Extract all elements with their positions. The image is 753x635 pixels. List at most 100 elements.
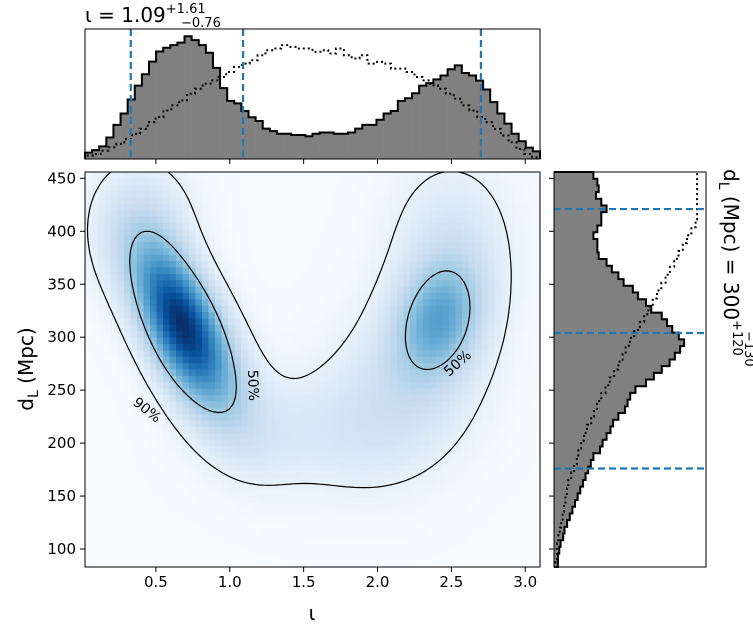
heatmap-cell <box>286 547 294 555</box>
heatmap-cell <box>273 184 281 192</box>
heatmap-cell <box>299 273 307 281</box>
heatmap-cell <box>124 503 132 511</box>
heatmap-cell <box>202 273 210 281</box>
heatmap-cell <box>358 490 366 498</box>
heatmap-cell <box>488 522 496 530</box>
heatmap-cell <box>514 273 522 281</box>
heatmap-cell <box>507 401 515 409</box>
heatmap-cell <box>449 401 457 409</box>
heatmap-cell <box>130 344 138 351</box>
heatmap-cell <box>234 248 242 256</box>
heatmap-cell <box>494 369 502 377</box>
heatmap-cell <box>312 535 320 543</box>
heatmap-cell <box>527 344 535 351</box>
heatmap-cell <box>416 445 424 453</box>
dl-hist-bar <box>554 299 646 307</box>
heatmap-cell <box>442 471 450 479</box>
heatmap-cell <box>260 420 268 428</box>
heatmap-cell <box>267 248 275 256</box>
iota-hist-bar <box>234 103 242 159</box>
iota-hist-bar <box>433 79 441 159</box>
heatmap-cell <box>371 216 379 224</box>
heatmap-cell <box>527 172 535 179</box>
heatmap-cell <box>338 210 346 218</box>
heatmap-cell <box>332 490 340 498</box>
heatmap-cell <box>325 439 333 447</box>
heatmap-cell <box>228 293 236 301</box>
heatmap-cell <box>364 273 372 281</box>
heatmap-cell <box>390 280 398 288</box>
heatmap-cell <box>507 375 515 383</box>
heatmap-cell <box>104 216 112 224</box>
heatmap-cell <box>228 312 236 320</box>
heatmap-cell <box>410 254 418 262</box>
heatmap-cell <box>488 509 496 517</box>
heatmap-cell <box>163 318 171 326</box>
heatmap-cell <box>325 235 333 243</box>
heatmap-cell <box>371 471 379 479</box>
heatmap-cell <box>377 439 385 447</box>
heatmap-cell <box>455 222 463 230</box>
heatmap-cell <box>286 210 294 218</box>
heatmap-cell <box>280 528 288 536</box>
heatmap-cell <box>98 420 106 428</box>
heatmap-cell <box>423 216 431 224</box>
heatmap-cell <box>410 445 418 453</box>
heatmap-cell <box>176 535 184 543</box>
heatmap-cell <box>488 356 496 364</box>
heatmap-cell <box>397 560 405 568</box>
heatmap-cell <box>228 299 236 307</box>
heatmap-cell <box>533 414 541 422</box>
heatmap-cell <box>481 356 489 364</box>
heatmap-cell <box>475 337 483 345</box>
heatmap-cell <box>449 433 457 441</box>
heatmap-cell <box>98 344 106 351</box>
heatmap-cell <box>520 197 528 205</box>
heatmap-cell <box>514 344 522 351</box>
heatmap-cell <box>312 197 320 205</box>
heatmap-cell <box>104 267 112 275</box>
heatmap-cell <box>410 242 418 250</box>
heatmap-cell <box>169 554 177 562</box>
heatmap-cell <box>423 293 431 301</box>
heatmap-cell <box>436 286 444 294</box>
heatmap-cell <box>111 516 119 523</box>
heatmap-cell <box>527 191 535 199</box>
heatmap-cell <box>117 477 125 485</box>
heatmap-cell <box>429 509 437 517</box>
heatmap-cell <box>351 337 359 345</box>
heatmap-cell <box>260 554 268 562</box>
heatmap-cell <box>111 458 119 466</box>
heatmap-cell <box>182 420 190 428</box>
iota-hist-bar <box>134 85 143 159</box>
heatmap-cell <box>410 280 418 288</box>
heatmap-cell <box>416 337 424 345</box>
heatmap-cell <box>527 401 535 409</box>
iota-hist-bar <box>85 152 93 159</box>
heatmap-cell <box>156 541 164 549</box>
heatmap-cell <box>423 490 431 498</box>
heatmap-cell <box>345 496 353 504</box>
heatmap-cell <box>267 541 275 549</box>
heatmap-cell <box>410 344 418 351</box>
heatmap-cell <box>475 471 483 479</box>
heatmap-cell <box>208 414 216 422</box>
heatmap-cell <box>319 229 327 237</box>
heatmap-cell <box>325 554 333 562</box>
heatmap-cell <box>351 203 359 211</box>
heatmap-cell <box>299 293 307 301</box>
heatmap-cell <box>117 356 125 364</box>
heatmap-cell <box>293 178 301 186</box>
heatmap-cell <box>189 509 197 517</box>
heatmap-cell <box>468 293 476 301</box>
heatmap-cell <box>358 242 366 250</box>
heatmap-cell <box>514 407 522 415</box>
heatmap-cell <box>416 547 424 555</box>
heatmap-cell <box>384 331 392 339</box>
heatmap-cell <box>403 210 411 218</box>
heatmap-cell <box>124 210 132 218</box>
heatmap-cell <box>520 254 528 262</box>
heatmap-cell <box>182 490 190 498</box>
heatmap-cell <box>169 458 177 466</box>
heatmap-cell <box>533 210 541 218</box>
